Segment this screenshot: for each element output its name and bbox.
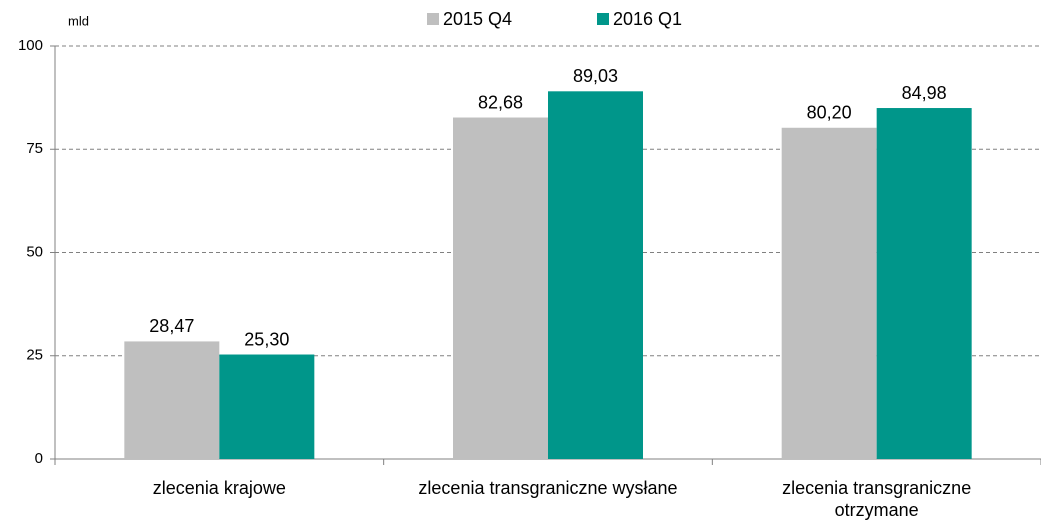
value-label: 82,68 — [478, 92, 523, 112]
y-axis-label: mld — [68, 13, 89, 28]
x-tick-label: zlecenia krajowe — [152, 478, 286, 498]
legend-label: 2016 Q1 — [613, 9, 682, 29]
bar — [453, 117, 548, 459]
bar — [876, 108, 972, 460]
value-label: 84,98 — [902, 83, 947, 103]
y-tick-label: 25 — [26, 347, 43, 364]
legend-label: 2015 Q4 — [443, 9, 512, 29]
value-label: 28,47 — [149, 316, 194, 336]
value-label: 89,03 — [573, 66, 618, 86]
x-tick-label: zlecenia transgraniczne wysłane — [418, 478, 678, 498]
bar — [219, 354, 315, 459]
y-tick-label: 75 — [26, 140, 43, 157]
y-tick-label: 50 — [26, 243, 43, 260]
bar — [781, 127, 877, 460]
x-tick-label: zlecenia transgraniczne otrzymane — [782, 478, 972, 520]
legend-swatch — [427, 13, 439, 25]
bar — [548, 91, 643, 460]
y-tick-label: 0 — [35, 450, 43, 467]
y-tick-label: 100 — [18, 37, 43, 54]
value-label: 80,20 — [807, 103, 852, 123]
bar — [124, 341, 220, 459]
value-label: 25,30 — [244, 329, 289, 349]
legend-swatch — [597, 13, 609, 25]
